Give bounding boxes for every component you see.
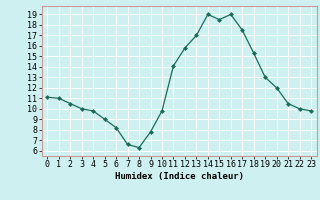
X-axis label: Humidex (Indice chaleur): Humidex (Indice chaleur) <box>115 172 244 181</box>
